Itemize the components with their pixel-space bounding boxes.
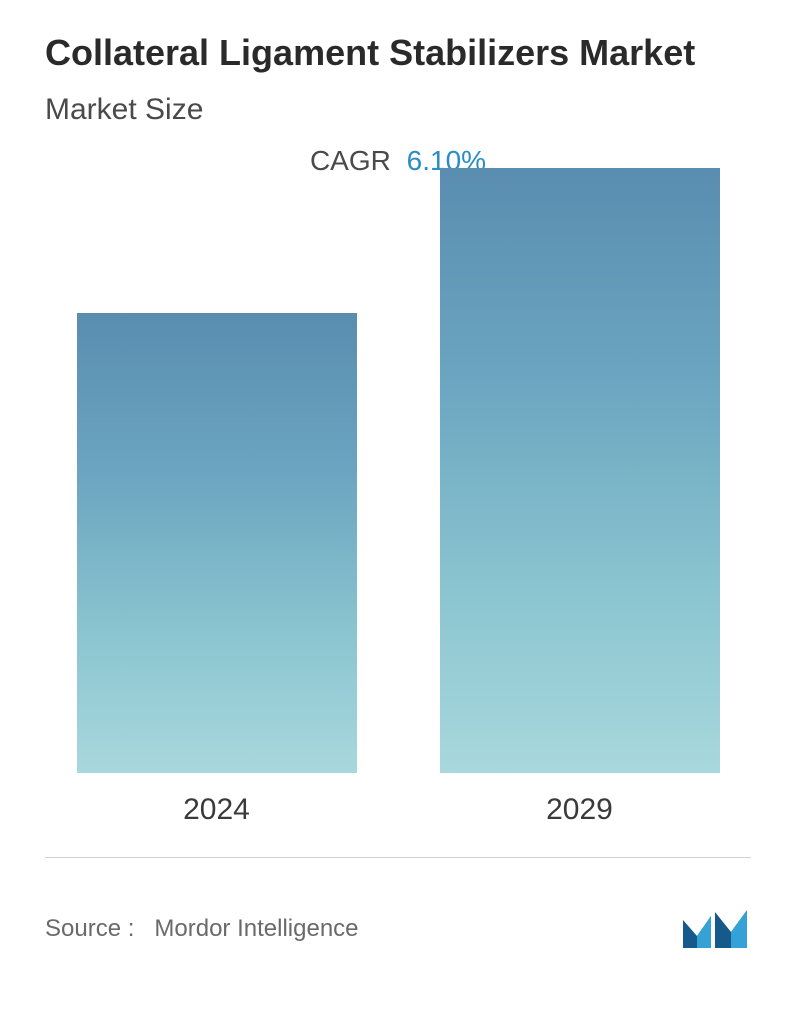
bar-group-1: 2029 [440,168,720,827]
source-name: Mordor Intelligence [154,915,358,942]
chart-subtitle: Market Size [45,93,751,127]
brand-logo [681,908,751,950]
chart-title: Collateral Ligament Stabilizers Market [45,30,751,75]
divider [45,857,751,858]
source-prefix: Source : [45,915,134,942]
bar-label-0: 2024 [183,793,250,827]
bar-group-0: 2024 [77,313,357,827]
source-text: Source : Mordor Intelligence [45,915,359,943]
bar-0 [77,313,357,773]
bar-label-1: 2029 [546,793,613,827]
footer: Source : Mordor Intelligence [45,898,751,950]
cagr-label: CAGR [310,145,391,176]
chart-area: 2024 2029 [45,207,751,827]
bar-1 [440,168,720,773]
logo-icon [681,908,751,950]
